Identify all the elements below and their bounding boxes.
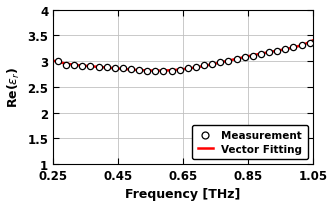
X-axis label: Frequency [THz]: Frequency [THz] (125, 187, 241, 200)
Y-axis label: Re($\varepsilon_r$): Re($\varepsilon_r$) (6, 67, 22, 108)
Legend: Measurement, Vector Fitting: Measurement, Vector Fitting (192, 126, 308, 159)
